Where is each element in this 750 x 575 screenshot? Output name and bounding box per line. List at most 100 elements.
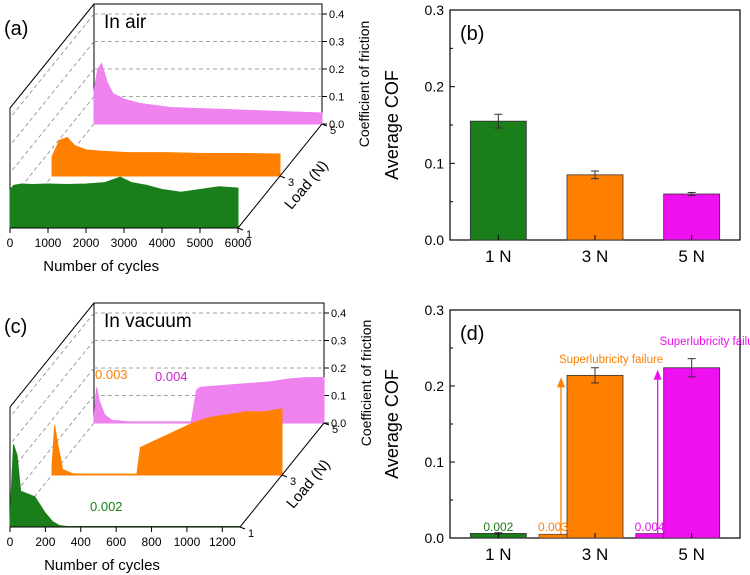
x-tick-label: 6000 [225, 236, 252, 250]
category-label: 1 N [485, 545, 511, 564]
bar-5N [663, 193, 721, 241]
z-axis-label: Coefficient of friction [358, 320, 374, 447]
category-label: 1 N [485, 247, 511, 266]
y-tick-label: 0.3 [425, 302, 445, 318]
category-label: 5 N [678, 247, 704, 266]
series-area-3N [51, 408, 283, 476]
x-tick-label: 1000 [35, 236, 62, 250]
panel-a-3d-area-chart: (a) 0.0 0.1 0.2 0.3 0.4 In air Coefficient of f… [4, 3, 372, 275]
value-annotation-1N: 0.002 [90, 499, 123, 514]
x-tick-label: 800 [142, 535, 162, 549]
z-tick-label: 0.2 [331, 363, 346, 375]
series-area-5N [93, 377, 325, 424]
z-tick-label: 0.3 [329, 37, 344, 49]
bar-3N [566, 174, 624, 241]
y-axis-label: Average COF [382, 70, 402, 180]
z-tick-label: 0.1 [331, 391, 346, 403]
back-wall-frame [93, 302, 325, 423]
perspective-grid-line [9, 68, 95, 174]
series-area-5N [93, 62, 323, 125]
low-cof-bar-3N [538, 533, 568, 539]
annotation-superlubricity-failure: Superlubricity failure [559, 354, 663, 366]
x-tick-label: 400 [71, 535, 91, 549]
y-tick-label: 0.1 [425, 155, 445, 171]
z-tick-label: 0.0 [329, 119, 344, 131]
x-tick-label: 0 [7, 236, 14, 250]
y-tick-label: 0.2 [425, 378, 445, 394]
y-tick-label: 0.2 [425, 79, 445, 95]
chart-title: In vacuum [104, 311, 192, 332]
load-tick-label: 5 [330, 125, 336, 137]
top-depth-edge [9, 302, 95, 408]
x-tick-label: 4000 [149, 236, 176, 250]
panel-c-3d-area-chart: (c) 0.0 0.1 0.2 0.3 0.4 In vacuum Coefficient o… [4, 302, 374, 574]
x-tick-label: 2000 [73, 236, 100, 250]
z-tick-label: 0.1 [329, 92, 344, 104]
value-annotation-5N: 0.004 [155, 369, 188, 384]
x-axis-label: Number of cycles [44, 557, 160, 574]
annotation-arrow-head [653, 369, 662, 380]
x-tick-label: 0 [7, 535, 14, 549]
x-tick-label: 1000 [174, 535, 201, 549]
low-cof-label-5N: 0.004 [635, 520, 665, 534]
perspective-grid-line [9, 96, 95, 201]
low-cof-label-1N: 0.002 [483, 520, 513, 534]
top-depth-edge [9, 3, 95, 109]
load-tick-mark [237, 227, 244, 231]
x-tick-label: 5000 [187, 236, 214, 250]
value-annotation-3N: 0.003 [95, 367, 128, 382]
perspective-grid-line [9, 312, 95, 418]
perspective-grid-line [9, 41, 95, 146]
back-wall-frame [93, 3, 323, 124]
y-tick-label: 0.0 [425, 530, 445, 546]
bar-3N [566, 374, 624, 539]
series-area-1N [9, 176, 239, 229]
y-tick-label: 0.0 [425, 232, 445, 248]
load-tick-mark [279, 175, 286, 179]
bar-5N [663, 367, 721, 539]
x-tick-label: 1200 [209, 535, 236, 549]
perspective-grid-line [9, 13, 95, 119]
z-tick-label: 0.4 [331, 308, 346, 320]
x-tick-label: 3000 [111, 236, 138, 250]
annotation-superlubricity-failure: Superlubricity failure [660, 336, 750, 348]
z-tick-label: 0.4 [329, 9, 344, 21]
bar-1N [469, 120, 527, 241]
category-label: 5 N [678, 545, 704, 564]
panel-label: (c) [4, 316, 27, 338]
x-tick-label: 200 [35, 535, 55, 549]
category-label: 3 N [582, 247, 608, 266]
z-tick-label: 0.2 [329, 64, 344, 76]
x-tick-label: 600 [106, 535, 126, 549]
load-tick-mark [239, 526, 246, 530]
z-tick-label: 0.0 [331, 418, 346, 430]
panel-d-bar-chart: 0.0 0.1 0.2 0.3 Average COF (d) 1 N 3 N 5 N 0.002… [382, 302, 750, 564]
load-tick-label: 3 [290, 476, 296, 488]
series-area-1N [9, 444, 241, 528]
y-axis-label: Average COF [382, 369, 402, 479]
panel-label: (b) [460, 23, 484, 45]
low-cof-bar-5N [635, 533, 664, 539]
panel-label: (a) [4, 18, 28, 40]
y-tick-label: 0.1 [425, 454, 445, 470]
load-tick-label: 3 [288, 177, 294, 189]
y-tick-label: 0.3 [425, 2, 445, 18]
category-label: 3 N [582, 545, 608, 564]
perspective-grid-line [9, 340, 95, 445]
load-tick-mark [281, 474, 288, 478]
perspective-grid-line [9, 395, 95, 500]
perspective-grid-line [9, 367, 95, 473]
z-axis-label: Coefficient of friction [356, 21, 372, 148]
low-cof-label-3N: 0.003 [538, 520, 568, 534]
load-tick-label: 1 [248, 528, 254, 540]
load-tick-mark [321, 123, 328, 127]
z-tick-label: 0.3 [331, 336, 346, 348]
load-tick-label: 5 [332, 424, 338, 436]
load-tick-label: 1 [246, 229, 252, 241]
series-area-3N [51, 136, 281, 177]
annotation-arrow-head [557, 377, 565, 388]
panel-label: (d) [460, 323, 484, 345]
load-tick-mark [323, 422, 330, 426]
panel-b-bar-chart: 0.0 0.1 0.2 0.3 Average COF (b) 1 N 3 N 5 N [382, 2, 741, 266]
